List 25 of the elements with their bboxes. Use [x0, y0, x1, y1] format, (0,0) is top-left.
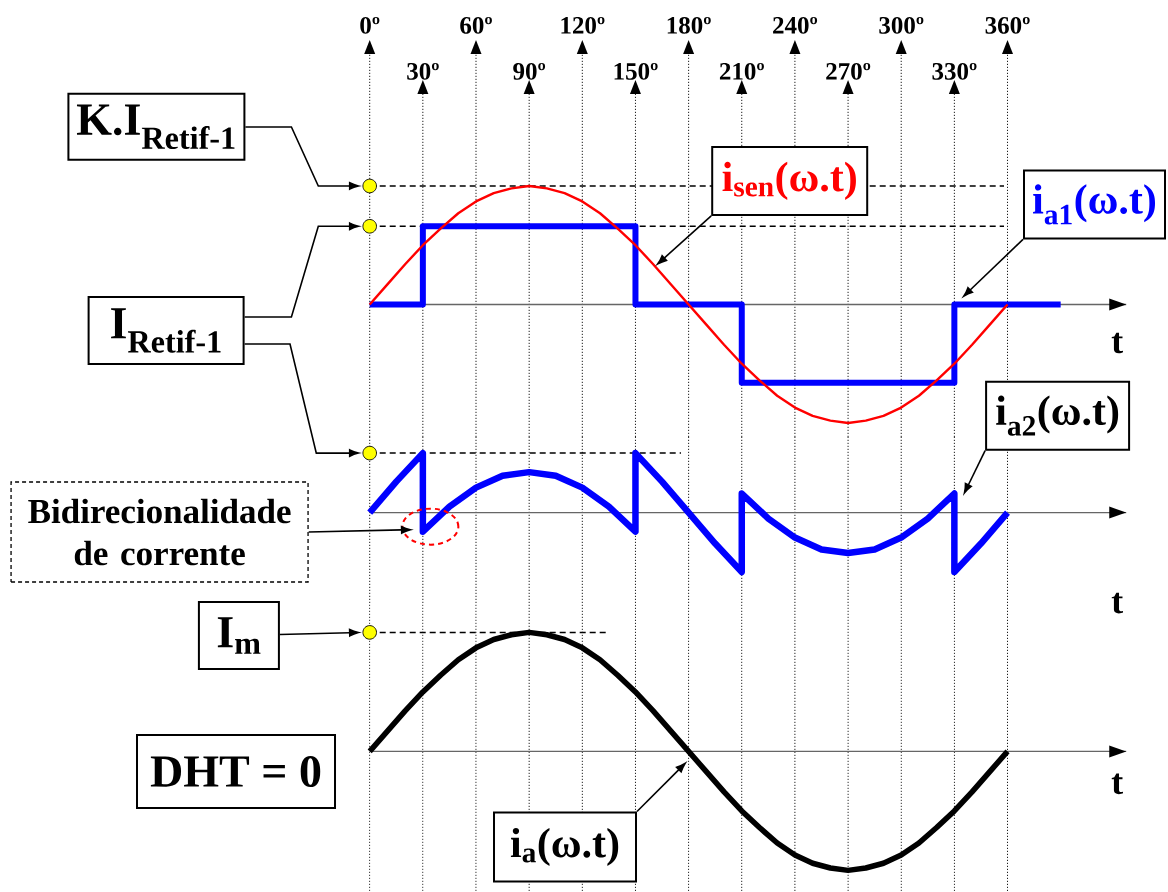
x2-tick-label: 150º — [614, 62, 658, 80]
x2-tick-label: 30º — [407, 62, 439, 80]
text: K.I$_{Retif-1}$ — [76, 104, 235, 150]
series-label: i$_{a1}$(ω.t) — [1033, 184, 1156, 225]
x-axis-title: t — [1111, 592, 1123, 614]
x2-tick-label: 210º — [719, 62, 764, 80]
text: Bidirecionalidade de corrente — [28, 498, 291, 566]
x-tick-label: 240º — [773, 16, 818, 34]
text: I$_{Retif-1}$ — [111, 308, 221, 353]
series-label: i$_{a2}$(ω.t) — [996, 395, 1119, 436]
x-tick-label: 360º — [985, 16, 1030, 34]
x-tick-label: 0º — [360, 16, 380, 34]
x-axis-title: t — [1111, 773, 1123, 795]
text: i$_{a}$(ω.t) — [510, 827, 619, 867]
x-axis-title: t — [1111, 332, 1124, 354]
x-tick-label: 180º — [667, 16, 711, 34]
x2-tick-label: 90º — [513, 62, 546, 80]
x2-tick-label: 330º — [932, 62, 977, 80]
x-tick-label: 300º — [879, 16, 924, 34]
ref-line-label: I$_{m}$ — [217, 617, 261, 654]
x2-tick-label: 270º — [826, 62, 871, 80]
x-tick-label: 120º — [561, 16, 605, 34]
x-tick-label: 60º — [460, 16, 492, 34]
text: DHT = 0 — [150, 755, 321, 788]
text: i$_{sen}$(ω.t) — [722, 161, 856, 200]
